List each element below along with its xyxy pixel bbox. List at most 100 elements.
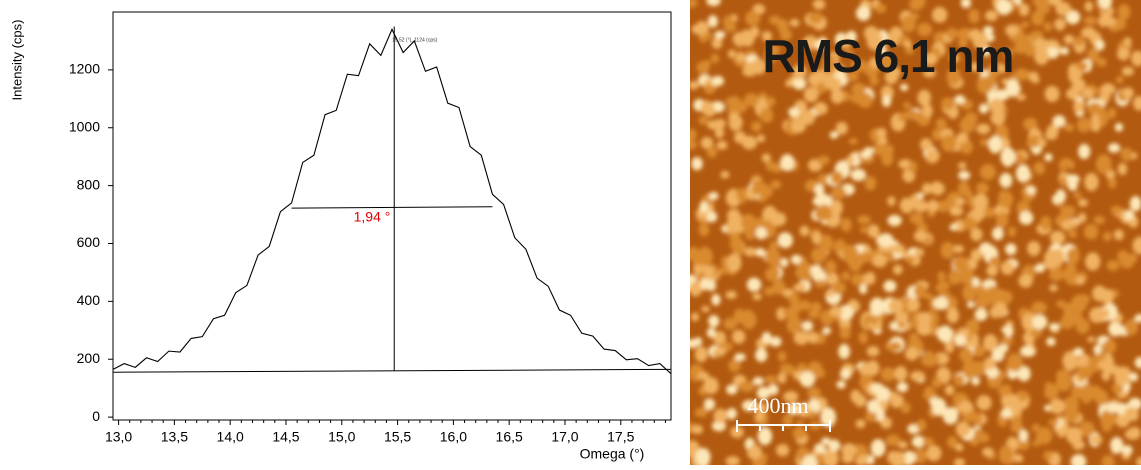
x-tick-label: 17,5 [607, 429, 634, 445]
grain [732, 32, 747, 46]
grain [777, 372, 787, 384]
grain [982, 447, 994, 457]
grain [822, 327, 832, 335]
grain [1033, 161, 1046, 175]
grain [952, 256, 969, 271]
grain [1015, 164, 1031, 183]
grain [933, 296, 949, 310]
grain [864, 271, 876, 285]
grain [1054, 18, 1066, 31]
grain [889, 391, 898, 400]
grain [971, 276, 981, 287]
grain [889, 321, 899, 331]
grain [888, 341, 902, 352]
grain [1090, 120, 1101, 132]
grain [736, 52, 745, 63]
grain [988, 98, 1005, 114]
grain [1052, 115, 1066, 128]
grain [711, 420, 727, 432]
grain [698, 223, 710, 237]
grain [866, 399, 881, 413]
grain [757, 427, 773, 446]
grain [822, 448, 839, 465]
grain [839, 326, 851, 340]
grain [838, 343, 851, 360]
grain [830, 131, 839, 139]
grain [1086, 385, 1099, 400]
annotation-line [112, 368, 672, 373]
grain [1022, 345, 1033, 356]
grain [1070, 454, 1087, 465]
grain [1032, 314, 1048, 330]
grain [694, 407, 708, 418]
grain [970, 249, 983, 262]
grain [690, 128, 697, 141]
grain [1100, 288, 1114, 305]
x-tick-label: 16,5 [496, 429, 523, 445]
grain [880, 417, 892, 429]
grain [711, 37, 723, 49]
grain [999, 172, 1013, 188]
grain [881, 95, 892, 107]
grain [904, 109, 919, 120]
grain [1018, 3, 1030, 17]
grain [900, 402, 911, 414]
grain [1121, 445, 1133, 456]
grain [782, 414, 793, 428]
grain [881, 149, 894, 166]
grain [983, 357, 996, 370]
grain [1055, 374, 1072, 392]
grain [911, 435, 926, 448]
grain [953, 374, 965, 387]
grain [888, 67, 901, 78]
grain [916, 419, 927, 432]
y-tick-label: 400 [77, 292, 101, 308]
grain [989, 306, 1000, 319]
grain [807, 387, 821, 399]
grain [1013, 454, 1024, 463]
grain [1065, 10, 1081, 25]
grain [1113, 229, 1124, 241]
grain [1050, 230, 1066, 245]
grain [927, 199, 939, 213]
grain [926, 149, 940, 163]
grain [932, 6, 948, 23]
grain [905, 347, 919, 361]
grain [690, 80, 700, 90]
grain [790, 254, 802, 265]
grain [755, 410, 765, 422]
grain [1046, 337, 1056, 346]
grain [691, 157, 703, 171]
grain [921, 182, 932, 195]
grain [952, 244, 964, 254]
grain [1049, 285, 1058, 292]
grain [1123, 209, 1135, 221]
grain [1059, 205, 1076, 218]
grain [808, 12, 823, 24]
grain [959, 139, 974, 155]
grain [1083, 16, 1097, 26]
grain [1062, 351, 1079, 371]
grain [744, 309, 753, 319]
grain [1000, 336, 1014, 346]
grain [696, 61, 710, 74]
grain [1078, 143, 1091, 160]
grain [975, 182, 990, 194]
grain [922, 437, 934, 447]
grain [744, 247, 757, 257]
grain [897, 441, 908, 449]
grain [1103, 338, 1117, 354]
x-tick-label: 14,5 [272, 429, 299, 445]
grain [959, 266, 974, 285]
grain [802, 35, 818, 51]
grain [955, 443, 964, 452]
grain [810, 264, 823, 277]
grain [723, 317, 738, 330]
x-tick-label: 17,0 [551, 429, 578, 445]
grain [917, 89, 932, 107]
grain [711, 293, 721, 306]
grain [892, 119, 901, 126]
grain [1066, 247, 1080, 265]
grain [903, 41, 913, 48]
